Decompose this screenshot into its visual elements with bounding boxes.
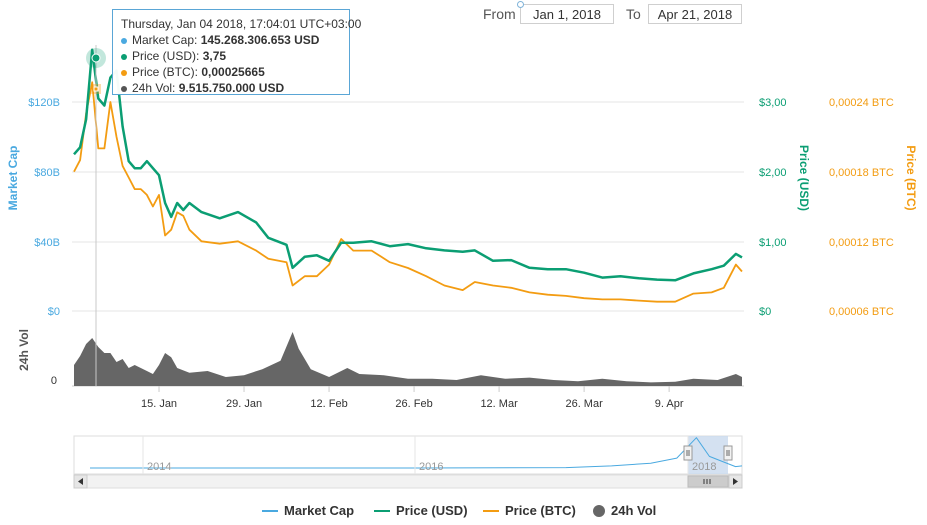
market-cap-axis-title: Market Cap xyxy=(6,146,20,211)
legend-label: 24h Vol xyxy=(611,503,657,518)
usd-tick: $3,00 xyxy=(759,97,787,109)
circle-icon xyxy=(593,504,605,517)
volume-area xyxy=(74,332,742,386)
legend-label: Price (USD) xyxy=(396,503,468,518)
x-axis-ticks: 15. Jan 29. Jan 12. Feb 26. Feb 12. Mar 26. M… xyxy=(141,386,684,410)
btc-tick: 0,00012 BTC xyxy=(829,237,894,249)
x-tick-label: 26. Mar xyxy=(565,398,603,410)
btc-tick: 0,00006 BTC xyxy=(829,306,894,318)
tooltip-header: Thursday, Jan 04 2018, 17:04:01 UTC+03:0… xyxy=(121,17,362,31)
legend-label: Price (BTC) xyxy=(505,503,576,518)
legend-item-price-usd[interactable]: Price (USD) xyxy=(374,503,468,518)
price-usd-axis-title: Price (USD) xyxy=(797,145,811,211)
tooltip-row-market-cap: Market Cap: 145.268.306.653 USD xyxy=(121,32,341,48)
navigator-line xyxy=(90,437,743,469)
tooltip-label: Price (USD): xyxy=(132,49,200,63)
x-tick-label: 12. Mar xyxy=(480,398,518,410)
to-date-input[interactable]: Apr 21, 2018 xyxy=(648,4,742,24)
price-usd-dot-icon xyxy=(121,53,127,60)
legend-item-price-btc[interactable]: Price (BTC) xyxy=(483,503,576,518)
volume-axis-title: 24h Vol xyxy=(17,329,31,371)
arrow-right-icon xyxy=(733,478,738,485)
scrollbar[interactable] xyxy=(73,474,743,489)
usd-tick: $1,00 xyxy=(759,237,787,249)
volume-dot-icon xyxy=(121,85,127,92)
hover-point-marker-icon xyxy=(91,53,101,63)
tooltip-label: Market Cap: xyxy=(132,33,198,47)
btc-tick: 0,00024 BTC xyxy=(829,97,894,109)
arrow-left-icon xyxy=(78,478,83,485)
mc-tick: $120B xyxy=(28,97,60,109)
volume-area-layer xyxy=(74,332,742,386)
navigator-line-layer xyxy=(90,437,743,469)
navigator-label: 2016 xyxy=(419,461,443,473)
range-handle-icon[interactable] xyxy=(517,1,524,8)
tooltip-label: 24h Vol: xyxy=(132,81,176,95)
mc-tick: $40B xyxy=(34,237,60,249)
tooltip-value: 3,75 xyxy=(202,49,227,63)
market-cap-dot-icon xyxy=(121,37,127,44)
tooltip-value: 9.515.750.000 USD xyxy=(178,81,285,95)
price-usd-line xyxy=(73,48,743,282)
legend-label: Market Cap xyxy=(284,503,355,518)
line-icon xyxy=(262,509,278,512)
chart-legend: Market Cap Price (USD) Price (BTC) 24h V… xyxy=(0,503,927,521)
price-chart[interactable]: Market Cap 24h Vol Price (USD) Price (BT… xyxy=(0,0,927,500)
volume-tick: 0 xyxy=(51,375,57,387)
to-label: To xyxy=(626,6,641,22)
tooltip-row-volume: 24h Vol: 9.515.750.000 USD xyxy=(121,80,341,96)
series-lines-layer xyxy=(73,48,743,303)
scroll-thumb[interactable] xyxy=(687,475,729,488)
navigator-label: 2014 xyxy=(147,461,171,473)
btc-hover-point-icon xyxy=(93,86,99,92)
price-btc-axis-title: Price (BTC) xyxy=(904,145,918,210)
data-tooltip: Thursday, Jan 04 2018, 17:04:01 UTC+03:0… xyxy=(112,9,362,96)
price-btc-dot-icon xyxy=(121,69,127,76)
navigator[interactable]: 2014 2016 2018 xyxy=(73,435,743,475)
mc-tick: $0 xyxy=(48,306,60,318)
legend-item-market-cap[interactable]: Market Cap xyxy=(262,503,354,518)
tooltip-value: 145.268.306.653 USD xyxy=(200,33,320,47)
x-tick-label: 12. Feb xyxy=(310,398,347,410)
btc-tick: 0,00018 BTC xyxy=(829,167,894,179)
tooltip-value: 0,00025665 xyxy=(201,65,265,79)
navigator-label: 2018 xyxy=(692,461,716,473)
usd-tick: $0 xyxy=(759,306,771,318)
x-tick-label: 15. Jan xyxy=(141,398,177,410)
price-btc-line xyxy=(73,81,743,303)
tooltip-row-price-usd: Price (USD): 3,75 xyxy=(121,48,341,64)
x-tick-label: 26. Feb xyxy=(395,398,432,410)
mc-tick: $80B xyxy=(34,167,60,179)
from-label: From xyxy=(483,6,516,22)
navigator-right-handle-icon[interactable] xyxy=(723,445,733,461)
legend-item-volume[interactable]: 24h Vol xyxy=(593,503,656,518)
x-tick-label: 29. Jan xyxy=(226,398,262,410)
line-icon xyxy=(483,509,499,512)
from-date-input[interactable]: Jan 1, 2018 xyxy=(520,4,614,24)
x-tick-label: 9. Apr xyxy=(655,398,684,410)
line-icon xyxy=(374,509,390,512)
tooltip-label: Price (BTC): xyxy=(132,65,198,79)
navigator-left-handle-icon[interactable] xyxy=(683,445,693,461)
tooltip-row-price-btc: Price (BTC): 0,00025665 xyxy=(121,64,341,80)
usd-tick: $2,00 xyxy=(759,167,787,179)
